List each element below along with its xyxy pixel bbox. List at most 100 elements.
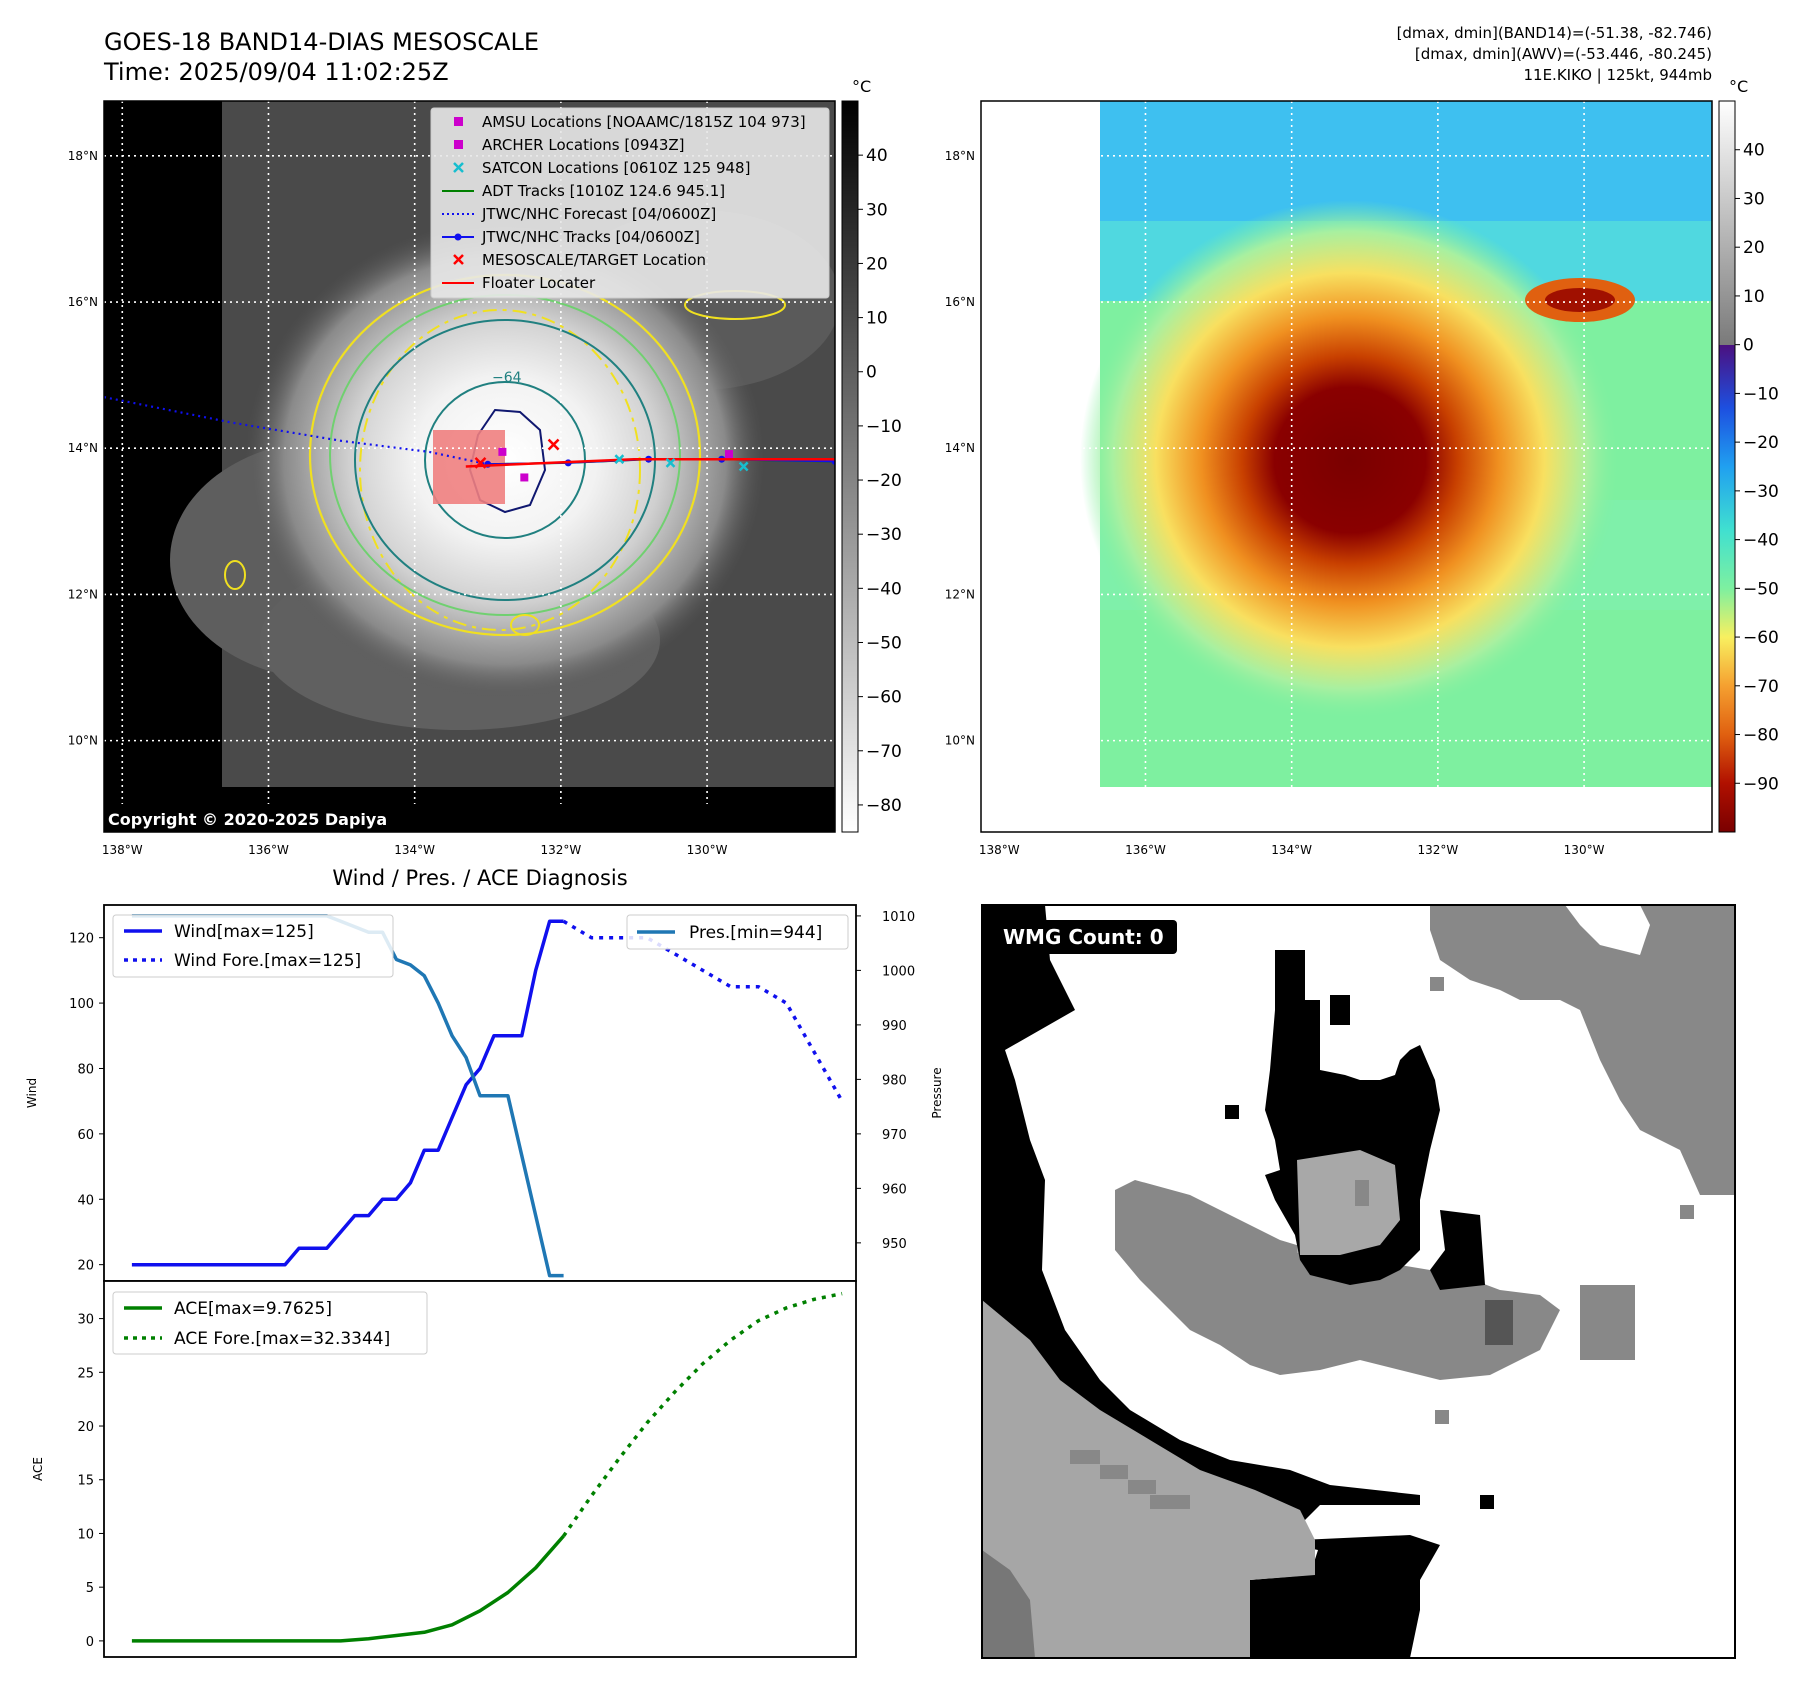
wind-ytick-label: 100: [69, 997, 94, 1012]
target-marker: [474, 456, 487, 469]
ace-ytick-label: 0: [86, 1635, 94, 1650]
ace-series-1: [562, 1291, 843, 1537]
awv-lon-tick-label: 132°W: [1417, 843, 1458, 857]
legend-label: JTWC/NHC Forecast [04/0600Z]: [481, 205, 716, 223]
pressure-legend: Pres.[min=944]: [626, 914, 849, 950]
wmg-count-label: WMG Count: 0: [1003, 925, 1164, 949]
ir-colorbar-tick-label: 40: [866, 146, 888, 166]
legend-label: JTWC/NHC Tracks [04/0600Z]: [481, 228, 700, 246]
wind-series-0: [131, 919, 564, 1267]
ir-lon-tick-label: 132°W: [540, 843, 581, 857]
wind-y2tick-label: 960: [882, 1182, 907, 1197]
wmg-imagery: WMG Count: 0: [982, 905, 1735, 1658]
ir-lon-tick-label: 138°W: [102, 843, 143, 857]
amsu-marker: [520, 473, 529, 482]
ir-lat-tick-label: 18°N: [68, 149, 98, 163]
ir-lon-tick-label: 130°W: [687, 843, 728, 857]
satcon-marker: [665, 457, 676, 468]
wind-legend: Wind[max=125] Wind Fore.[max=125]: [112, 914, 394, 978]
ir-colorbar-tick-label: −80: [866, 796, 902, 816]
wind-y2tick-label: 1010: [882, 910, 915, 925]
ir-lat-tick-label: 12°N: [68, 587, 98, 601]
contour-label: −64: [492, 370, 522, 386]
wind-y2tick-label: 980: [882, 1073, 907, 1088]
ir-lat-tick-label: 16°N: [68, 295, 98, 309]
ir-colorbar: °C 40 30 20 10 0 −10 −20 −30 −40 −50 −60 −70 −80: [841, 77, 902, 833]
ir-colorbar-tick-label: −30: [866, 525, 902, 545]
wind-ytick-label: 20: [77, 1259, 94, 1274]
awv-colorbar-tick-label: −90: [1743, 774, 1779, 794]
awv-lat-tick-label: 14°N: [945, 441, 975, 455]
awv-imagery: [981, 101, 1712, 832]
ir-colorbar-tick-label: 0: [866, 363, 877, 383]
awv-lon-tick-label: 130°W: [1564, 843, 1605, 857]
awv-colorbar-tick-label: 20: [1743, 238, 1765, 258]
legend-marker-square: [454, 117, 463, 126]
wind-ylabel: Wind: [25, 1078, 39, 1108]
legend-label: ADT Tracks [1010Z 124.6 945.1]: [482, 182, 725, 200]
ir-panel: −64 Copyright © 2020-2025 Dapiya 138°W 13…: [68, 77, 902, 857]
wmg-frame: [981, 904, 1736, 1659]
legend-marker-x: [453, 254, 464, 265]
ir-colorbar-tick-label: −50: [866, 633, 902, 653]
pressure-ylabel: Pressure: [930, 1067, 944, 1118]
ir-lon-tick-label: 136°W: [248, 843, 289, 857]
ir-colorbar-tick-label: −70: [866, 742, 902, 762]
copyright: Copyright © 2020-2025 Dapiya: [108, 810, 387, 829]
ir-lon-tick-label: 134°W: [394, 843, 435, 857]
awv-colorbar: °C 40 30 20 10 0 −10 −20 −30 −40 −50 −60 −70 −80 −90: [1718, 77, 1779, 833]
legend-marker-dot: [454, 233, 462, 241]
awv-panel: 138°W 136°W 134°W 132°W 130°W 18°N 16°N 14°N 12°…: [945, 77, 1779, 857]
ace-series-0: [131, 1534, 565, 1643]
ace-fore-legend-label: ACE Fore.[max=32.3344]: [174, 1329, 390, 1349]
awv-lon-tick-label: 134°W: [1271, 843, 1312, 857]
awv-colorbar-tick-label: −60: [1743, 628, 1779, 648]
ace-ytick-label: 15: [77, 1474, 94, 1489]
ir-legend: AMSU Locations [NOAAMC/1815Z 104 973] ARC…: [430, 107, 830, 299]
wind-fore-legend-label: Wind Fore.[max=125]: [174, 951, 361, 971]
ace-ylabel: ACE: [31, 1457, 45, 1481]
awv-lat-tick-label: 16°N: [945, 295, 975, 309]
legend-label: MESOSCALE/TARGET Location: [482, 251, 706, 269]
ace-ytick-label: 30: [77, 1313, 94, 1328]
awv-lat-tick-label: 12°N: [945, 587, 975, 601]
awv-frame: [980, 100, 1713, 833]
satcon-marker: [614, 454, 625, 465]
ir-colorbar-tick-label: 20: [866, 254, 888, 274]
awv-colorbar-tick-label: 0: [1743, 336, 1754, 356]
awv-lat-tick-label: 10°N: [945, 734, 975, 748]
wind-ytick-label: 120: [69, 932, 94, 947]
awv-colorbar-unit: °C: [1729, 77, 1748, 96]
awv-colorbar-tick-label: −30: [1743, 482, 1779, 502]
floater-track: [465, 457, 835, 468]
ir-colorbar-tick-label: −40: [866, 579, 902, 599]
ir-colorbar-tick-label: −60: [866, 688, 902, 708]
wind-y2tick-label: 990: [882, 1019, 907, 1034]
legend-label: Floater Locater: [482, 274, 596, 292]
wmg-panel: WMG Count: 0: [981, 904, 1736, 1659]
ace-ytick-label: 20: [77, 1420, 94, 1435]
storm-info: 11E.KIKO | 125kt, 944mb: [1523, 66, 1712, 84]
ir-colorbar-tick-label: 10: [866, 309, 888, 329]
awv-lat-tick-label: 18°N: [945, 149, 975, 163]
awv-colorbar-tick-label: −10: [1743, 384, 1779, 404]
ir-colorbar-tick-label: 30: [866, 200, 888, 220]
wind-y2tick-label: 1000: [882, 964, 915, 979]
pressure-legend-label: Pres.[min=944]: [689, 923, 822, 943]
awv-colorbar-tick-label: −40: [1743, 531, 1779, 551]
legend-marker-square: [454, 140, 463, 149]
ace-ytick-label: 25: [77, 1366, 94, 1381]
wind-legend-label: Wind[max=125]: [174, 922, 314, 942]
awv-lon-tick-label: 138°W: [979, 843, 1020, 857]
wind-y2tick-label: 950: [882, 1237, 907, 1252]
awv-colorbar-tick-label: −20: [1743, 433, 1779, 453]
awv-colorbar-tick-label: −80: [1743, 726, 1779, 746]
ir-lat-tick-label: 10°N: [68, 734, 98, 748]
awv-colorbar-tick-label: −70: [1743, 677, 1779, 697]
awv-colorbar-tick-label: 40: [1743, 141, 1765, 161]
figure-title: GOES-18 BAND14-DIAS MESOSCALE: [104, 28, 539, 56]
ace-chart: 0 5 10 15 20 25 30 ACE ACE[max=9.7625] ACE For…: [31, 1280, 857, 1658]
ace-legend-label: ACE[max=9.7625]: [174, 1299, 332, 1319]
